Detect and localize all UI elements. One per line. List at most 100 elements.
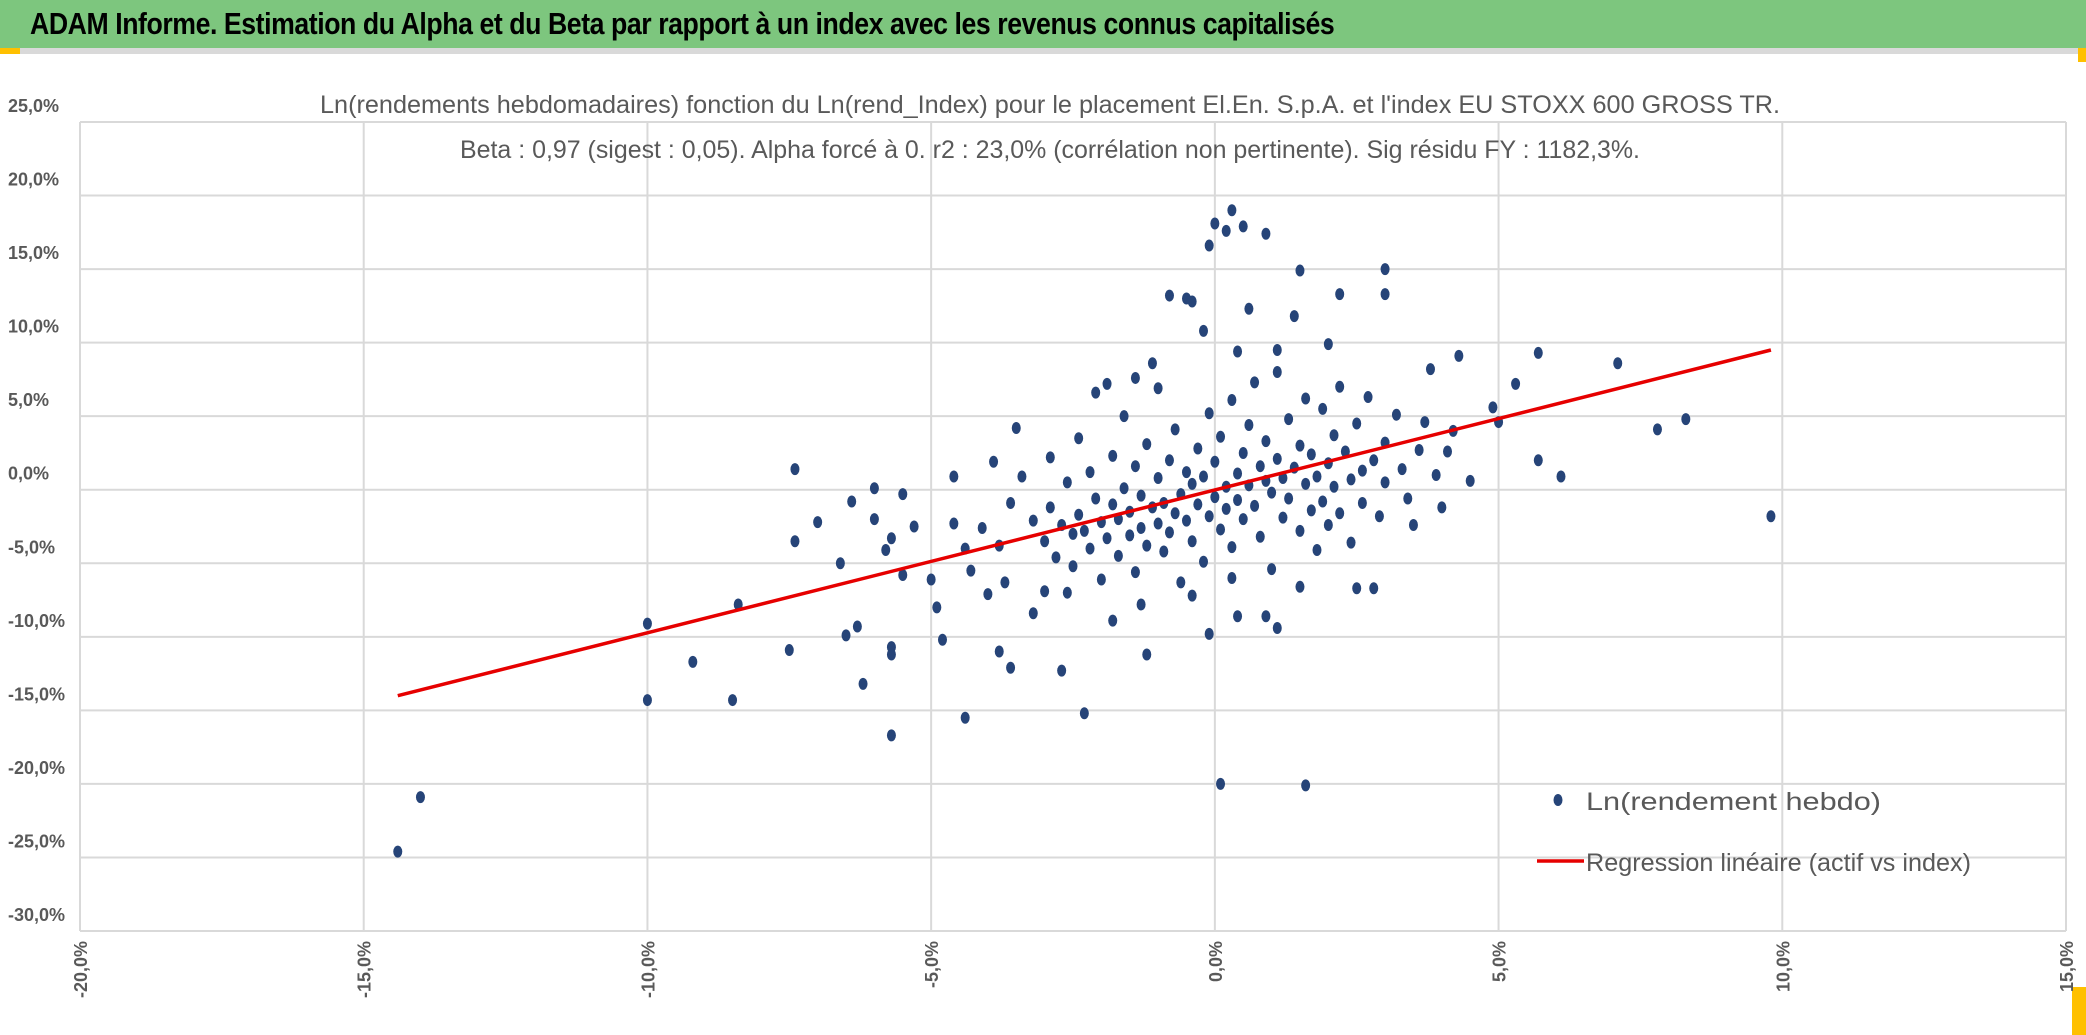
scatter-point xyxy=(1170,507,1180,520)
scatter-point xyxy=(1074,508,1084,521)
scatter-point xyxy=(813,516,823,529)
scatter-point xyxy=(1108,449,1118,462)
scatter-point xyxy=(1187,589,1197,602)
scatter-point xyxy=(1352,417,1362,430)
axis-ticks: -20,0% -15,0% -10,0% -5,0% 0,0% 5,0% 10,0% 15,0… xyxy=(8,96,2077,998)
scatter-point xyxy=(1091,492,1101,505)
scatter-point xyxy=(1301,779,1311,792)
scatter-point xyxy=(966,564,976,577)
scatter-point xyxy=(1357,464,1367,477)
report-title: ADAM Informe. Estimation du Alpha et du … xyxy=(30,6,1335,41)
scatter-point xyxy=(1329,480,1339,493)
scatter-point xyxy=(847,495,857,508)
scatter-point xyxy=(1051,551,1061,564)
scatter-point xyxy=(415,791,425,804)
scatter-point xyxy=(1267,486,1277,499)
scatter-point xyxy=(1000,576,1010,589)
scatter-point xyxy=(1113,549,1123,562)
scatter-point xyxy=(688,655,698,668)
scatter-point xyxy=(1040,585,1050,598)
scatter-point xyxy=(1374,510,1384,523)
scatter-point xyxy=(1108,614,1118,627)
scatter-point xyxy=(1272,366,1282,379)
scatter-point xyxy=(1511,377,1521,390)
scatter-point xyxy=(1363,391,1373,404)
scatter-point xyxy=(1380,288,1390,301)
scatter-point xyxy=(1006,496,1016,509)
scatter-point xyxy=(1295,264,1305,277)
scatter-point xyxy=(932,601,942,614)
scatter-point xyxy=(1204,239,1214,252)
scatter-point xyxy=(1130,460,1140,473)
gridlines xyxy=(79,121,2067,932)
scatter-point xyxy=(1204,407,1214,420)
x-tick-label: -15,0% xyxy=(355,941,375,998)
y-tick-label: 20,0% xyxy=(8,170,59,190)
scatter-point xyxy=(881,544,891,557)
scatter-point xyxy=(886,729,896,742)
scatter-point xyxy=(1216,777,1226,790)
scatter-point xyxy=(1068,527,1078,540)
scatter-point xyxy=(1130,566,1140,579)
scatter-point xyxy=(1284,492,1294,505)
scatter-point xyxy=(1380,263,1390,276)
scatter-point xyxy=(1323,338,1333,351)
scatter-point xyxy=(1181,466,1191,479)
scatter-point xyxy=(1284,413,1294,426)
scatter-point xyxy=(1199,324,1209,337)
scatter-point xyxy=(1187,477,1197,490)
scatter-point xyxy=(1244,419,1254,432)
scatter-point xyxy=(1221,224,1231,237)
y-tick-label: -10,0% xyxy=(8,611,65,631)
scatter-point xyxy=(1102,377,1112,390)
scatter-point xyxy=(642,694,652,707)
scatter-point xyxy=(1227,571,1237,584)
scatter-point xyxy=(1272,343,1282,356)
scatter-point xyxy=(1119,410,1129,423)
scatter-point xyxy=(1272,452,1282,465)
scatter-point xyxy=(1170,423,1180,436)
scatter-point xyxy=(1352,582,1362,595)
scatter-point xyxy=(1329,429,1339,442)
y-tick-label: 15,0% xyxy=(8,243,59,263)
x-tick-label: -20,0% xyxy=(71,941,91,998)
scatter-point xyxy=(1238,513,1248,526)
scatter-point xyxy=(1261,227,1271,240)
scatter-point xyxy=(909,520,919,533)
scatter-point xyxy=(886,648,896,661)
scatter-point xyxy=(1267,563,1277,576)
scatter-points xyxy=(393,204,1776,858)
x-tick-label: 15,0% xyxy=(2057,941,2077,992)
scatter-point xyxy=(1346,473,1356,486)
scatter-point xyxy=(1613,357,1623,370)
scatter-point xyxy=(1153,471,1163,484)
scatter-point xyxy=(1153,382,1163,395)
scatter-point xyxy=(1652,423,1662,436)
scatter-point xyxy=(937,633,947,646)
scatter-point xyxy=(1199,470,1209,483)
scatter-point xyxy=(1136,489,1146,502)
scatter-point xyxy=(989,455,999,468)
scatter-point xyxy=(960,711,970,724)
scatter-point xyxy=(1204,627,1214,640)
scatter-point xyxy=(1040,535,1050,548)
scatter-point xyxy=(1136,598,1146,611)
scatter-point xyxy=(1147,357,1157,370)
scatter-point xyxy=(1369,454,1379,467)
scatter-point xyxy=(1119,482,1129,495)
legend: Ln(rendement hebdo) Regression linéaire … xyxy=(1537,788,1971,877)
scatter-point xyxy=(1125,529,1135,542)
scatter-point xyxy=(886,532,896,545)
scatter-point xyxy=(642,617,652,630)
scatter-point xyxy=(1130,371,1140,384)
y-tick-label: 5,0% xyxy=(8,390,49,410)
scatter-point xyxy=(1164,289,1174,302)
scatter-point xyxy=(1221,502,1231,515)
x-tick-label: -5,0% xyxy=(922,941,942,988)
scatter-point xyxy=(1312,470,1322,483)
y-tick-label: 25,0% xyxy=(8,96,59,116)
corner-marker xyxy=(0,48,20,54)
corner-marker xyxy=(2078,48,2086,62)
scatter-point xyxy=(898,569,908,582)
scatter-point xyxy=(1346,536,1356,549)
